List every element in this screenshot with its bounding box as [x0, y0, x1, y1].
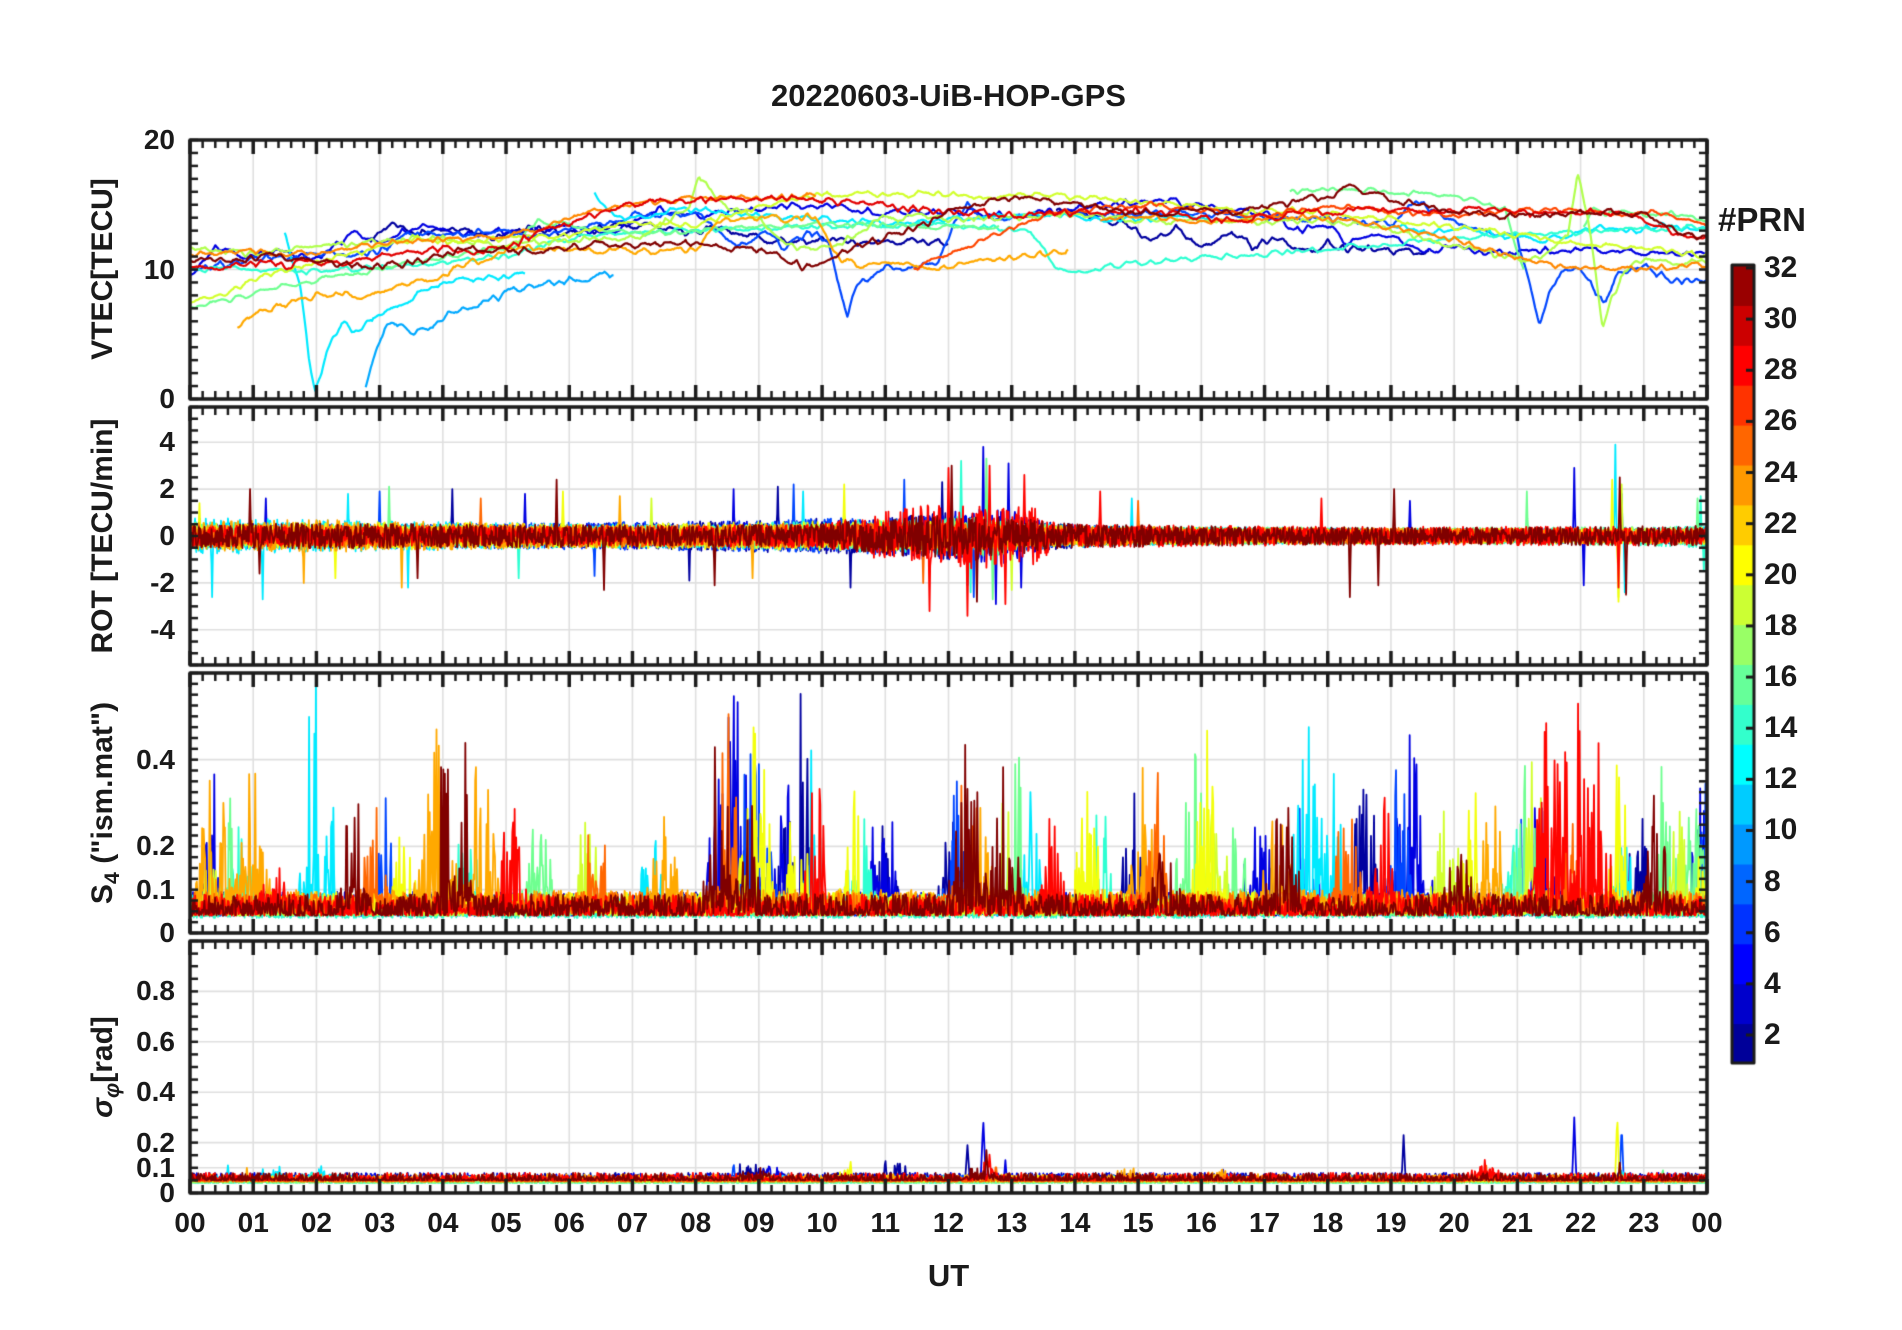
chart-title: 20220603-UiB-HOP-GPS	[771, 78, 1126, 113]
colorbar-tick-label: 32	[1764, 251, 1798, 284]
colorbar-tick-label: 14	[1764, 711, 1798, 745]
colorbar-tick-label: 20	[1764, 557, 1798, 591]
x-tick-label: 22	[1565, 1207, 1597, 1238]
y-tick-label: 0.6	[136, 1025, 175, 1057]
colorbar-tick-label: 12	[1764, 762, 1798, 796]
x-tick-label: 21	[1501, 1207, 1533, 1238]
x-tick-label: 15	[1122, 1207, 1154, 1238]
colorbar-tick-label: 28	[1764, 353, 1798, 387]
colorbar-tick-label: 22	[1764, 506, 1798, 540]
colorbar-tick-label: 2	[1764, 1018, 1781, 1051]
colorbar-tick-label: 4	[1764, 966, 1781, 1000]
colorbar-tick-label: 24	[1764, 455, 1798, 489]
y-tick-label: 0	[159, 520, 175, 551]
x-tick-label: 18	[1312, 1207, 1344, 1238]
x-tick-label: 17	[1248, 1207, 1281, 1238]
y-tick-label: 0.4	[136, 743, 175, 775]
x-tick-label: 23	[1628, 1207, 1660, 1238]
x-tick-label: 03	[364, 1207, 396, 1238]
x-tick-label: 02	[300, 1207, 332, 1238]
y-tick-label: 0.2	[136, 830, 175, 862]
x-tick-label: 01	[237, 1207, 269, 1238]
y-tick-label: 0.4	[136, 1076, 175, 1108]
x-axis-title: UT	[927, 1258, 970, 1293]
x-tick-label: 07	[616, 1207, 649, 1238]
x-tick-label: 12	[932, 1207, 965, 1238]
y-tick-label: 20	[143, 124, 175, 155]
x-tick-label: 06	[553, 1207, 585, 1238]
colorbar-title: #PRN	[1717, 201, 1807, 238]
colorbar-tick-label: 18	[1764, 608, 1798, 642]
x-tick-label: 14	[1059, 1207, 1091, 1238]
x-tick-label: 20	[1438, 1207, 1470, 1238]
y-tick-label: 0	[159, 1177, 175, 1208]
x-tick-label: 11	[870, 1207, 901, 1238]
y-tick-label: 4	[159, 426, 175, 458]
x-tick-label: 00	[1691, 1207, 1723, 1238]
x-tick-label: 00	[174, 1207, 206, 1238]
y-tick-label: 2	[159, 473, 175, 505]
x-tick-label: 08	[680, 1207, 712, 1238]
y-tick-label: 0.1	[136, 1151, 175, 1183]
colorbar-tick-label: 26	[1764, 404, 1798, 438]
y-tick-label: 0	[159, 917, 175, 948]
colorbar-tick-label: 16	[1764, 660, 1798, 694]
colorbar-tick-label: 6	[1764, 915, 1781, 949]
x-tick-label: 16	[1185, 1207, 1217, 1238]
x-tick-label: 04	[427, 1207, 459, 1238]
y-tick-label: 10	[143, 253, 175, 285]
y-tick-label: 0.2	[136, 1126, 175, 1158]
y-tick-label: 0.1	[136, 873, 175, 905]
x-tick-label: 05	[490, 1207, 522, 1238]
x-tick-label: 10	[806, 1207, 838, 1238]
x-tick-label: 13	[996, 1207, 1028, 1238]
colorbar-tick-label: 8	[1764, 864, 1781, 898]
colorbar-tick-label: 10	[1764, 813, 1798, 847]
colorbar-tick-label: 30	[1764, 302, 1798, 336]
y-tick-label: 0.8	[136, 975, 175, 1007]
y-tick-label: 0	[159, 383, 175, 414]
y-tick-label: -4	[150, 613, 175, 645]
x-tick-label: 19	[1375, 1207, 1407, 1238]
x-tick-label: 09	[743, 1207, 775, 1238]
y-tick-label: -2	[150, 566, 175, 598]
